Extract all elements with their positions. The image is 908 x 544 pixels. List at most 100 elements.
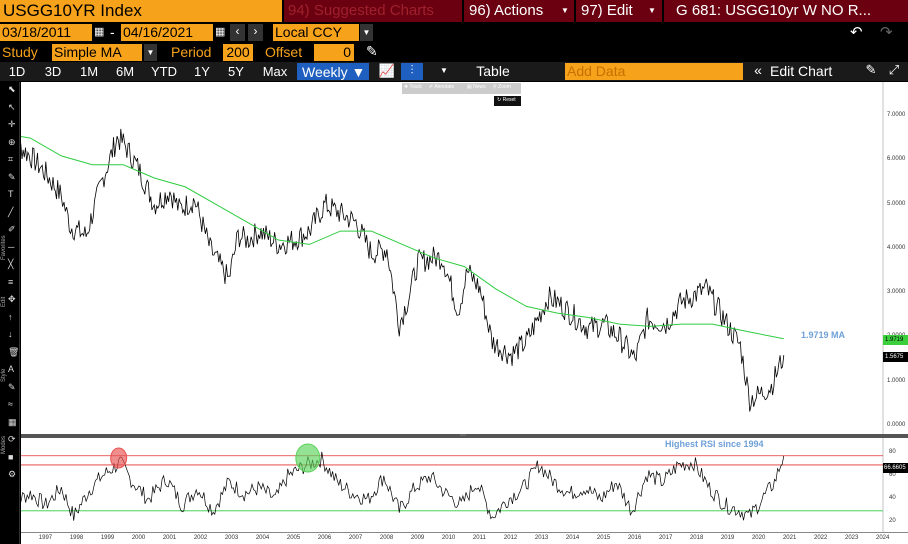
header-bar: USGG10YR Index 94) Suggested Charts 96) … <box>0 0 908 22</box>
rsi-panel[interactable]: 80 60 40 20 Highest RSI since 1994 66.6605 <box>21 438 908 532</box>
side-tab-favorites[interactable]: Favorites <box>1 235 7 260</box>
brush-icon[interactable]: ✎ <box>8 381 16 392</box>
font-icon[interactable]: A <box>8 364 15 374</box>
start-date-field[interactable]: 03/18/2011 <box>0 24 92 41</box>
price-tick-label: 0.0000 <box>887 422 906 428</box>
study-dropdown-icon[interactable]: ▼ <box>144 44 157 61</box>
range-6m[interactable]: 6M <box>115 64 135 79</box>
title-field[interactable] <box>664 0 908 22</box>
actions-label: 96) Actions <box>469 2 544 19</box>
refresh-icon[interactable]: ⟳ <box>8 434 16 444</box>
side-tab-edit[interactable]: Edit <box>1 296 7 307</box>
camera-icon[interactable]: ■ <box>8 451 14 462</box>
pen-icon[interactable]: ✎ <box>366 43 378 59</box>
x-tick-label: 2006 <box>317 535 332 541</box>
mini-tool-annotate[interactable]: ✐ Annotate <box>429 84 455 90</box>
ticker-field[interactable]: USGG10YR Index <box>0 0 282 22</box>
currency-dropdown-icon[interactable]: ▼ <box>360 24 373 41</box>
x-tick-label: 2012 <box>503 535 518 541</box>
end-date-field[interactable]: 04/16/2021 <box>121 24 213 41</box>
frequency-label: Weekly ▼ <box>302 64 366 80</box>
line-chart-icon[interactable]: 📈 <box>378 63 396 78</box>
pointer-icon[interactable]: ↖ <box>8 101 16 112</box>
offset-label: Offset <box>265 44 303 60</box>
arrow-up-icon[interactable]: ↑ <box>8 311 13 322</box>
candlestick-icon[interactable]: ⫶ <box>401 63 423 80</box>
range-5y[interactable]: 5Y <box>228 64 244 79</box>
cursor-icon[interactable]: ⬉ <box>8 84 16 94</box>
undo-icon[interactable]: ↶ <box>850 24 863 41</box>
annotate-icon[interactable]: ✎ <box>8 171 16 182</box>
price-tick-label: 4.0000 <box>887 244 906 251</box>
table-button[interactable]: Table <box>476 63 510 79</box>
divider-grip-icon[interactable]: ⋯ <box>460 433 466 439</box>
study-bar: Study Simple MA ▼ Period 200 Offset 0 ✎ <box>0 43 908 62</box>
range-1y[interactable]: 1Y <box>194 64 210 79</box>
range-ytd[interactable]: YTD <box>151 64 177 79</box>
mode-icon[interactable]: ▦ <box>8 416 17 427</box>
add-data-field[interactable]: Add Data <box>565 63 743 80</box>
line-icon[interactable]: ─ <box>8 241 15 252</box>
x-tick-label: 2020 <box>751 535 766 541</box>
next-period-button[interactable]: › <box>248 24 263 41</box>
end-calendar-icon[interactable]: ▦ <box>215 26 226 38</box>
collapse-icon[interactable]: « <box>754 62 762 78</box>
fullscreen-icon[interactable]: ⤢ <box>888 62 900 77</box>
x-tick-label: 2014 <box>565 535 580 541</box>
trend-icon[interactable]: ╱ <box>8 206 14 217</box>
x-tick-label: 2018 <box>689 535 704 541</box>
panel-divider[interactable] <box>21 434 908 438</box>
mini-tool-track[interactable]: ✚ Track <box>404 84 422 90</box>
crosshair-icon[interactable]: ✛ <box>8 119 16 129</box>
start-calendar-icon[interactable]: ▦ <box>94 26 105 38</box>
mini-tool-news[interactable]: ▤ News <box>467 84 486 90</box>
ruler-icon[interactable]: ╳ <box>8 259 14 269</box>
toolbar: 1D 3D 1M 6M YTD 1Y 5Y Max Weekly ▼ 📈 ⫶ ▼ Table … <box>0 62 908 81</box>
reset-label: ↻ Reset <box>497 97 516 103</box>
range-3d[interactable]: 3D <box>44 64 62 79</box>
range-1d[interactable]: 1D <box>8 64 26 79</box>
price-panel[interactable]: 7.00006.00005.00004.00003.00002.00001.00… <box>21 82 908 434</box>
rsi-tick-label: 60 <box>889 472 896 479</box>
range-max[interactable]: Max <box>262 64 288 79</box>
price-chart <box>21 82 884 434</box>
pen-icon[interactable]: ✐ <box>8 224 16 234</box>
text-icon[interactable]: T <box>8 189 14 199</box>
frequency-select[interactable] <box>297 63 369 80</box>
redo-icon[interactable]: ↷ <box>880 24 893 41</box>
mini-tool-zoom[interactable]: ⚲ Zoom <box>493 84 511 90</box>
edit-button[interactable] <box>576 0 662 22</box>
line-style-icon[interactable]: ≈ <box>8 399 13 409</box>
reset-button[interactable] <box>494 96 521 106</box>
x-tick-label: 2010 <box>441 535 456 541</box>
arrow-down-icon[interactable]: ↓ <box>8 329 13 339</box>
channel-icon[interactable]: ≡ <box>8 276 14 287</box>
x-tick-label: 1999 <box>100 535 115 541</box>
study-select[interactable]: Simple MA <box>52 44 142 61</box>
suggested-charts-button[interactable] <box>284 0 462 22</box>
chart-type-dropdown-icon[interactable]: ▼ <box>440 66 448 75</box>
price-tick-label: 1.0000 <box>887 377 906 384</box>
trash-icon[interactable]: 🗑 <box>8 346 20 357</box>
x-tick-label: 2004 <box>255 535 270 541</box>
settings-icon[interactable]: ⚙ <box>8 469 17 479</box>
currency-select[interactable]: Local CCY <box>273 24 359 41</box>
price-series-line <box>21 128 785 412</box>
price-tick-label: 6.0000 <box>887 156 906 163</box>
rsi-highlight-1999 <box>110 447 128 469</box>
side-tab-style[interactable]: Style <box>1 368 7 382</box>
offset-field[interactable]: 0 <box>314 44 354 61</box>
x-tick-label: 2001 <box>162 535 177 541</box>
period-field[interactable]: 200 <box>223 44 253 61</box>
edit-label: 97) Edit <box>581 2 633 19</box>
grid-icon[interactable]: ⌗ <box>8 154 14 164</box>
edit-chart-icon[interactable]: ✎ <box>865 62 877 77</box>
edit-chart-button[interactable]: Edit Chart <box>770 63 833 79</box>
range-1m[interactable]: 1M <box>79 64 99 79</box>
move-icon[interactable]: ✥ <box>8 294 16 304</box>
actions-button[interactable] <box>464 0 574 22</box>
x-tick-label: 2021 <box>782 535 797 541</box>
prev-period-button[interactable]: ‹ <box>230 24 245 41</box>
zoom-icon[interactable]: ⊕ <box>8 136 16 147</box>
side-tab-modes[interactable]: Modes <box>1 435 7 454</box>
